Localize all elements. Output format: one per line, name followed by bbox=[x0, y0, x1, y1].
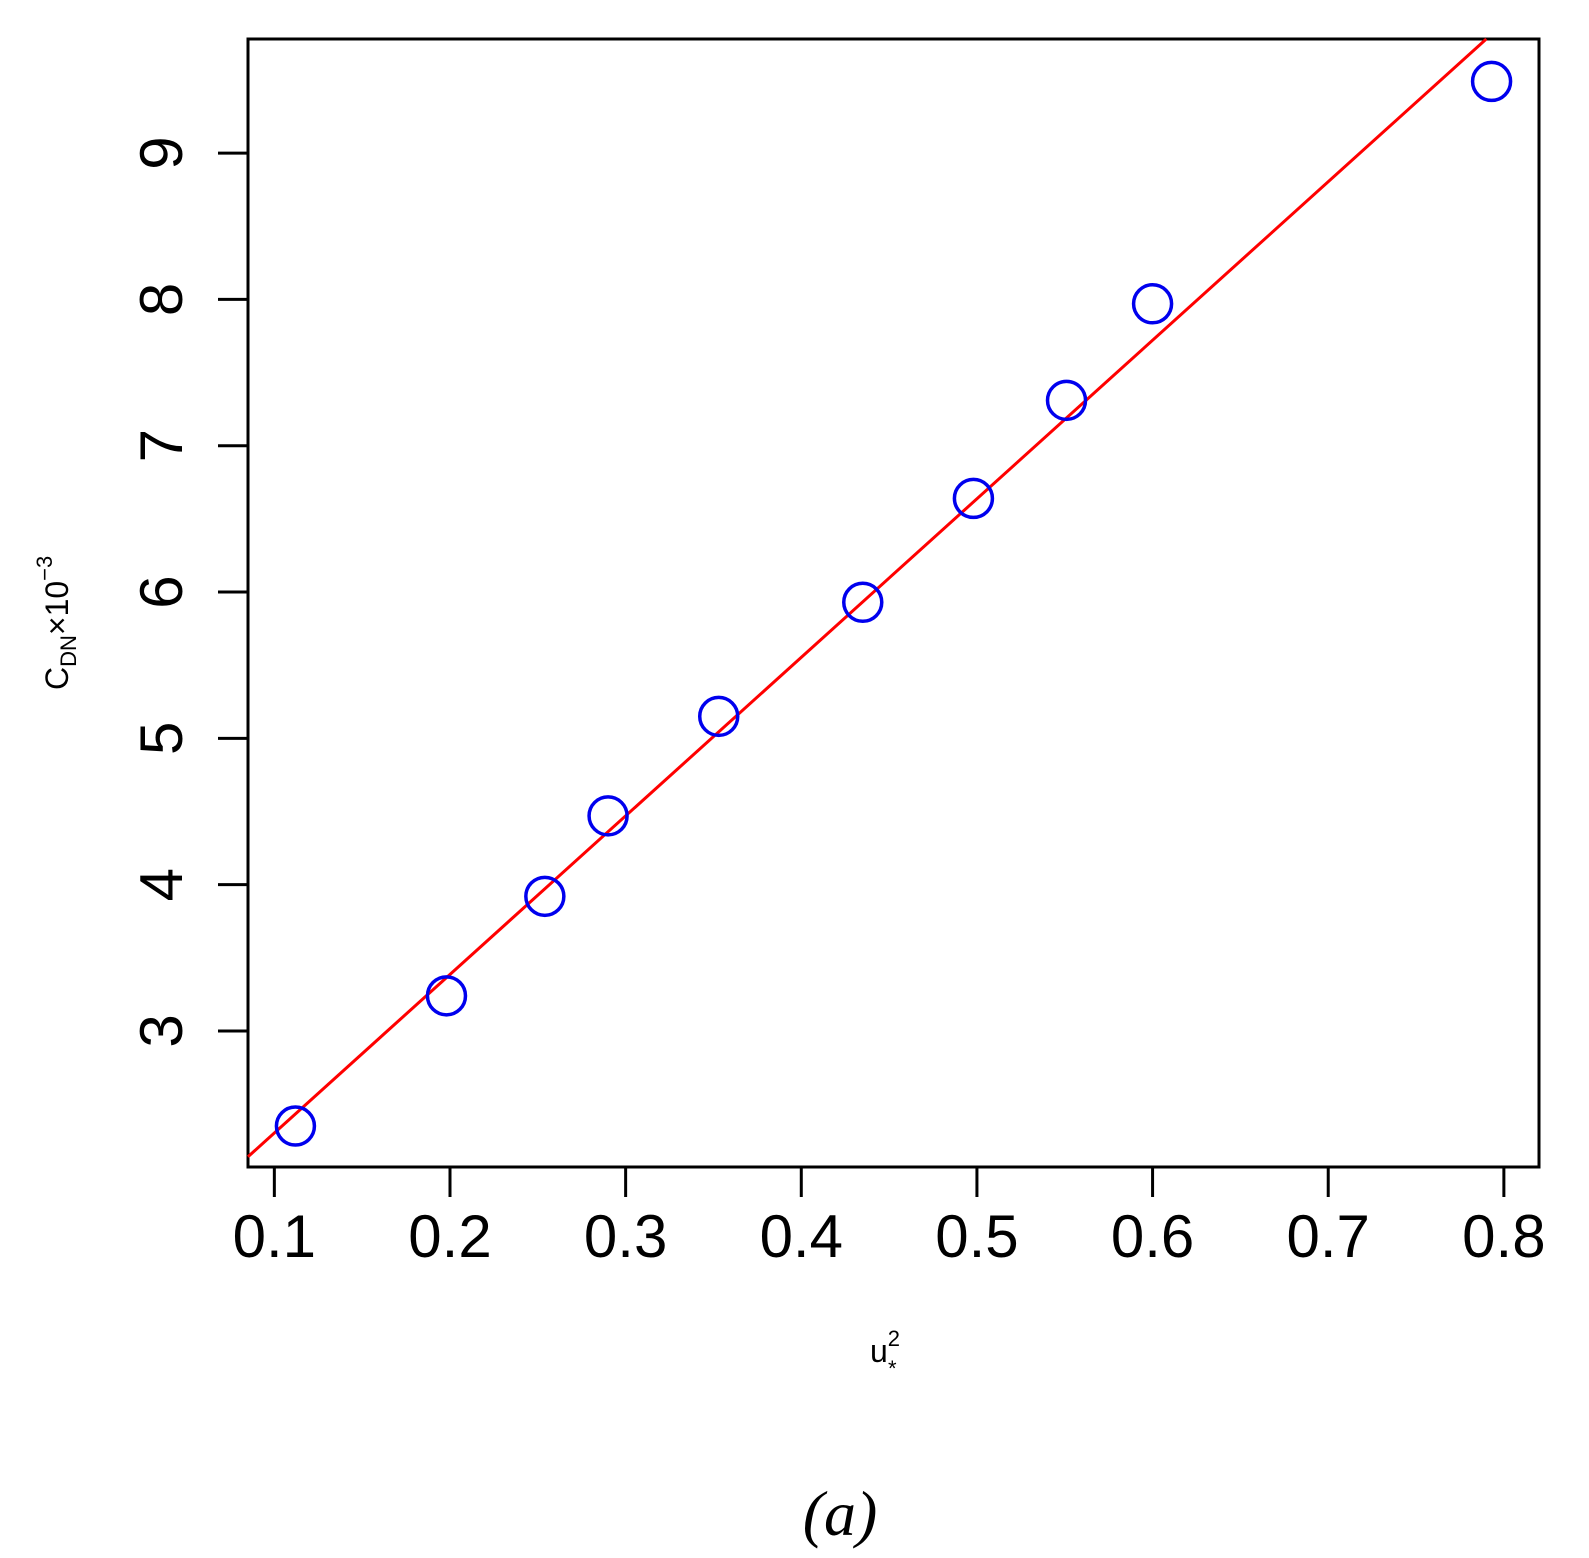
data-point bbox=[1131, 283, 1174, 325]
x-tick-label: 0.8 bbox=[1462, 1203, 1545, 1270]
figure-caption: (a) bbox=[803, 1478, 878, 1549]
data-point bbox=[274, 1105, 317, 1147]
y-tick-label: 5 bbox=[128, 722, 195, 755]
y-axis-label-sup: −3 bbox=[32, 556, 57, 581]
y-tick-label: 7 bbox=[128, 429, 195, 462]
y-tick-label: 8 bbox=[128, 283, 195, 316]
y-tick-label: 6 bbox=[128, 575, 195, 608]
plot-area bbox=[246, 37, 1513, 1158]
y-axis-label-mid: ×10 bbox=[39, 581, 75, 635]
x-axis: 0.1 0.2 0.3 0.4 0.5 0.6 0.7 0.8 bbox=[233, 1167, 1546, 1270]
y-tick-label: 9 bbox=[128, 136, 195, 169]
data-point bbox=[697, 695, 740, 738]
x-tick-label: 0.6 bbox=[1111, 1203, 1194, 1270]
y-axis-label: CDN×10−3 bbox=[32, 556, 81, 690]
plot-frame bbox=[246, 37, 1541, 1169]
x-tick-label: 0.2 bbox=[408, 1203, 491, 1270]
y-axis: 3 4 5 6 7 8 9 bbox=[128, 136, 248, 1048]
y-tick-label: 4 bbox=[128, 868, 195, 901]
x-axis-label: u2 * bbox=[870, 1326, 900, 1381]
x-tick-label: 0.4 bbox=[760, 1203, 843, 1270]
regression-line bbox=[246, 37, 1488, 1158]
x-tick-label: 0.7 bbox=[1287, 1203, 1370, 1270]
y-axis-label-sub: DN bbox=[56, 635, 81, 667]
data-point bbox=[1045, 379, 1088, 422]
x-tick-label: 0.1 bbox=[233, 1203, 316, 1270]
x-tick-label: 0.5 bbox=[935, 1203, 1018, 1270]
y-tick-label: 3 bbox=[128, 1014, 195, 1047]
y-axis-label-base: C bbox=[39, 667, 75, 690]
data-point bbox=[425, 975, 468, 1017]
x-tick-label: 0.3 bbox=[584, 1203, 667, 1270]
x-axis-label-sub: * bbox=[888, 1356, 897, 1381]
data-point bbox=[587, 795, 629, 837]
data-point bbox=[842, 581, 884, 624]
x-axis-label-sup: 2 bbox=[888, 1326, 900, 1351]
data-point bbox=[524, 875, 566, 918]
data-point bbox=[952, 477, 995, 520]
x-axis-label-base: u bbox=[870, 1333, 888, 1369]
data-point bbox=[1470, 60, 1513, 103]
